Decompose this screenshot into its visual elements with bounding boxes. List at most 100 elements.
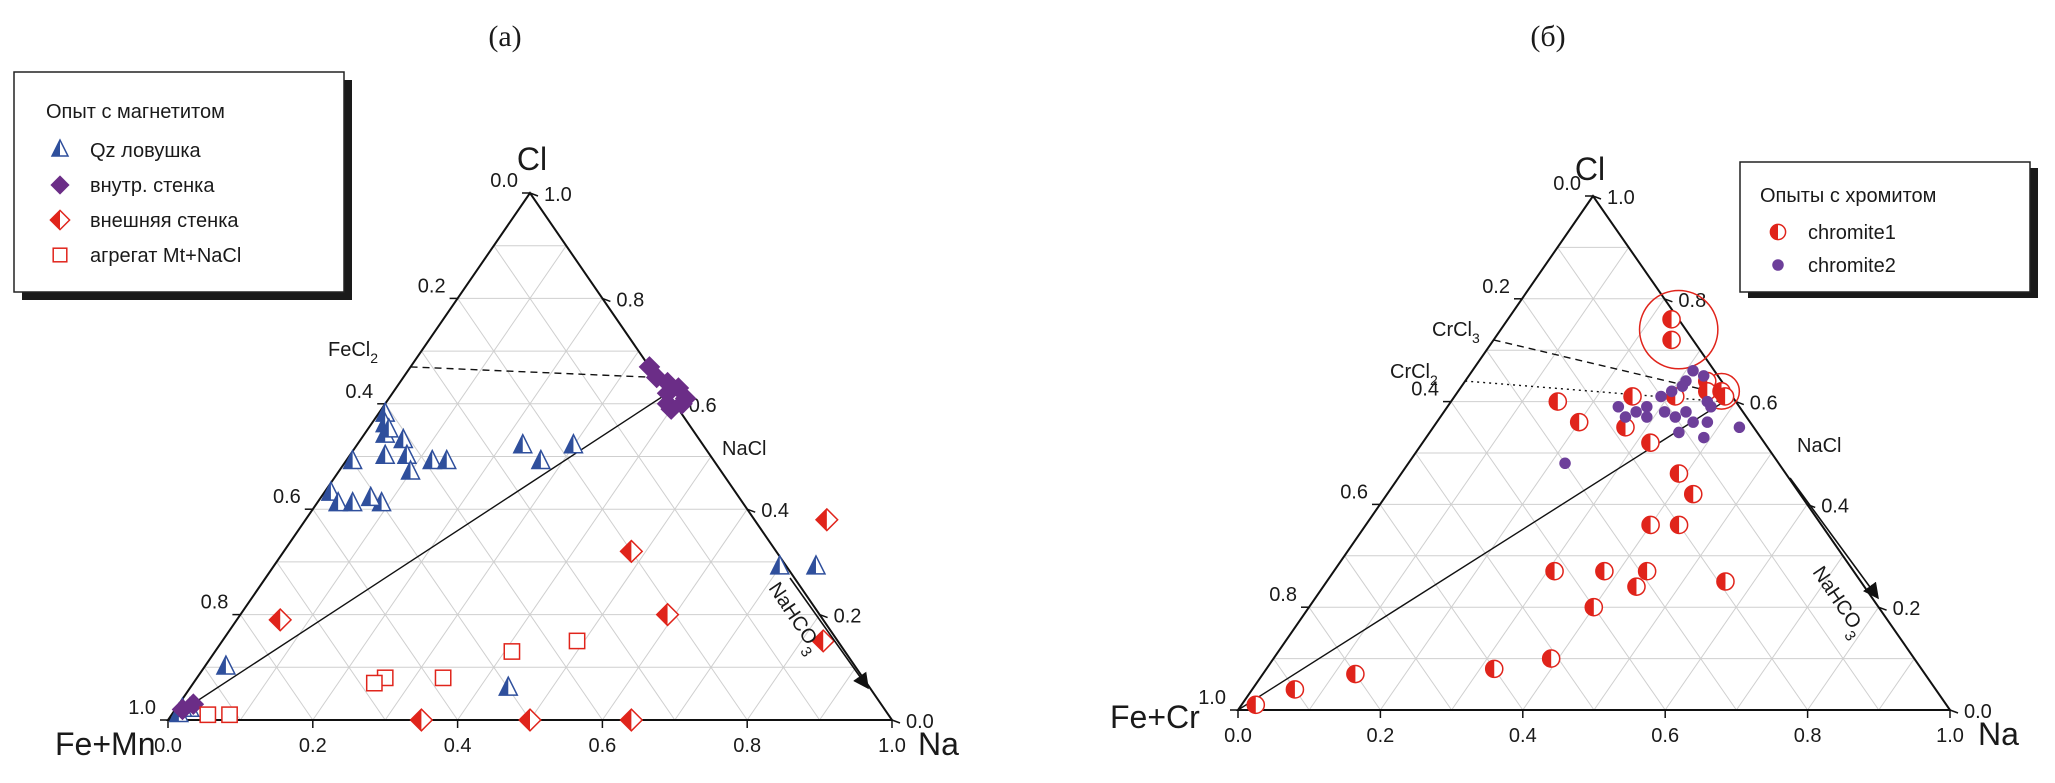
data-point-half-circle [1595, 561, 1614, 581]
data-point-half-circle [1627, 577, 1646, 596]
data-point-open-square [568, 632, 586, 650]
panel-b: (б) Опыты с хромитом chromite1chromite2 … [1110, 20, 2038, 752]
data-point-half-triangle [360, 485, 381, 507]
tick-label-bottom: 1.0 [878, 735, 906, 757]
data-point-circle [1612, 400, 1625, 413]
data-point-half-triangle [320, 480, 342, 501]
tick-label-right: 0.2 [834, 606, 862, 628]
legend-marker-half-diamond [49, 209, 71, 231]
gridline-fe [1344, 555, 1453, 711]
tick-label-left: 1.0 [128, 697, 156, 719]
legend-b [1739, 161, 2031, 293]
tick-label-left: 0.0 [490, 170, 518, 192]
legend-marker-half-circle [1769, 223, 1787, 241]
vertex-left-b: Fe+Cr [1110, 699, 1200, 735]
data-point-half-triangle [396, 443, 418, 464]
data-point-circle [1673, 426, 1685, 439]
line-dashed [410, 366, 657, 379]
gridline-na [1664, 504, 1808, 711]
data-point-half-triangle [374, 443, 396, 464]
tick-mark-right [602, 297, 611, 303]
data-point-half-triangle [769, 554, 790, 575]
ternary-plot-a: 0.0 0.0 0.0 0.2 0.2 0.2 0.4 0.4 0.4 0.6 0.6 0.6 0.8 0… [128, 170, 934, 757]
svg-text:NaHCO3: NaHCO3 [757, 578, 826, 660]
tick-label-left: 0.4 [1411, 379, 1439, 401]
gridline-na [384, 350, 640, 721]
ticks: 0.0 0.0 0.0 0.2 0.2 0.2 0.4 0.4 0.4 0.6 0.6 0.6 0.8 0… [128, 170, 934, 757]
data-point-half-circle [1569, 412, 1589, 432]
data-point-half-diamond [268, 608, 293, 632]
ternary-plot-b: 0.0 0.0 0.0 0.2 0.2 0.2 0.4 0.4 0.4 0.6 0.6 0.6 0.8 0… [1198, 173, 1992, 747]
legend-item-label: chromite2 [1808, 255, 1896, 277]
gridline-na [1735, 555, 1844, 711]
data-point-half-diamond [811, 629, 836, 653]
data-point-circle [1559, 457, 1571, 470]
vertex-top-b: Cl [1575, 151, 1605, 187]
data-point-circle [1655, 390, 1667, 403]
data-point-half-triangle [563, 433, 584, 454]
gridline-na [1593, 452, 1772, 711]
data-point-half-circle [1715, 387, 1735, 406]
data-point-half-circle [1716, 572, 1735, 591]
gridline-na [1451, 349, 1701, 711]
data-point-half-circle [1541, 649, 1561, 668]
data-point-open-square [434, 669, 452, 687]
data-point-half-diamond [814, 507, 839, 532]
data-point-half-diamond [518, 708, 542, 732]
data-point-half-circle [1662, 310, 1681, 329]
gridline-na [1308, 247, 1630, 711]
svg-text:NaHCO3: NaHCO3 [1801, 562, 1870, 644]
nahco3-arrow-a [789, 577, 869, 690]
legend-marker-circle [1772, 259, 1784, 271]
line-dashed [1493, 339, 1733, 398]
data-point-half-diamond [655, 602, 680, 627]
legend-item-label: внешняя стенка [90, 210, 239, 232]
gridline-fe [420, 350, 676, 721]
data-point-circle [1619, 411, 1632, 423]
data-point-half-circle [1545, 561, 1564, 581]
tick-label-bottom: 0.4 [444, 735, 472, 757]
tick-label-right: 0.4 [1821, 495, 1849, 517]
data-point-circle [1676, 380, 1689, 392]
legend-item-label: chromite1 [1808, 222, 1896, 244]
tick-mark-right [891, 719, 901, 724]
tick-label-right: 0.2 [1893, 598, 1921, 620]
tick-mark-right [1592, 195, 1602, 200]
tick-label-left: 0.8 [201, 592, 229, 614]
data-point-half-triangle [422, 448, 443, 470]
tick-label-right: 0.6 [689, 395, 717, 417]
legend-item-label: внутр. стенка [90, 175, 215, 197]
tick-label-left: 0.2 [1482, 276, 1510, 298]
gridline-fe [1557, 247, 1880, 711]
data-point-open-square [221, 706, 238, 724]
data-point-circle [1697, 370, 1710, 382]
data-point-half-circle [1683, 484, 1703, 504]
tick-mark-right [819, 613, 828, 619]
data-point-half-triangle [342, 448, 363, 470]
vertex-right-b: Na [1978, 716, 2019, 752]
tick-label-right: 1.0 [544, 184, 572, 206]
data-point-half-triangle [215, 654, 237, 675]
data-point-half-diamond [409, 708, 434, 732]
data-points [168, 356, 839, 732]
gridline-na [746, 614, 821, 721]
data-point-circle [1705, 400, 1717, 413]
gridline-na [239, 245, 567, 721]
legend-a [13, 71, 345, 293]
data-point-circle [1733, 421, 1746, 434]
data-point-half-circle [1548, 392, 1568, 411]
data-point-half-diamond [619, 708, 644, 732]
tick-label-bottom: 0.8 [1794, 725, 1822, 747]
tick-mark-right [1664, 298, 1673, 303]
tick-label-right: 0.4 [761, 500, 789, 522]
data-point-half-triangle [530, 448, 552, 470]
legend-b-title: Опыты с хромитом [1760, 185, 1936, 207]
data-point-circle [1701, 416, 1714, 428]
data-point-half-triangle [378, 417, 400, 438]
nacl-label-b: NaCl [1797, 435, 1841, 457]
nahco3-arrow-b [1789, 477, 1879, 600]
vertex-left-a: Fe+Mn [55, 726, 155, 762]
data-point-half-circle [1637, 561, 1657, 581]
